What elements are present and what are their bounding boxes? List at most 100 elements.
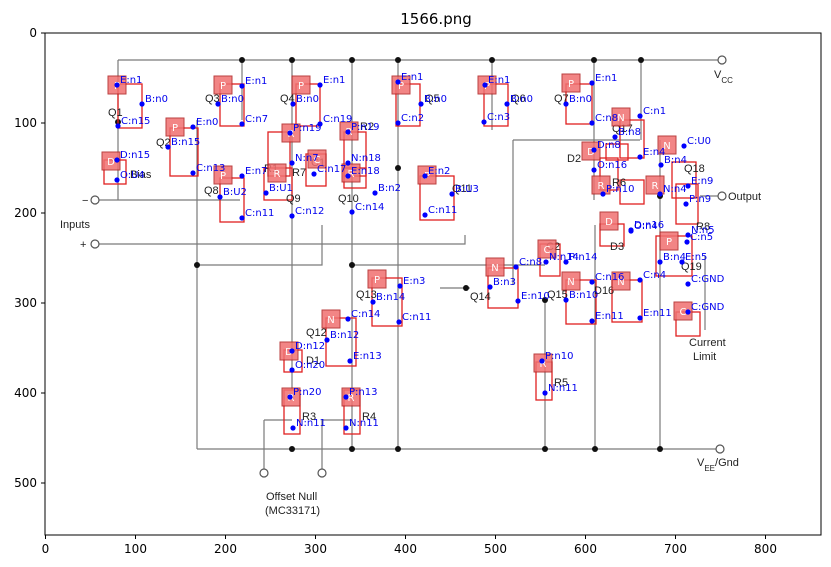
pin-annotation: N:n5: [691, 225, 715, 236]
x-tick-label: 400: [394, 542, 417, 556]
pin-annotation: E:n4: [643, 147, 665, 158]
pin-annotation: C:n19: [323, 114, 352, 125]
circuit-label-q13: Q13: [356, 289, 377, 301]
pin-annotation: P:n14: [569, 252, 597, 263]
pin-dot: [487, 284, 493, 290]
circuit-label-inputs: Inputs: [60, 219, 90, 231]
pin-dot: [395, 120, 401, 126]
pin-annotation: D:n16: [634, 220, 664, 231]
output-terminal: [717, 191, 727, 201]
chip-c-d3: [599, 211, 619, 231]
circuit-label-q18: Q18: [684, 163, 705, 175]
circuit-label-cl1: Current: [689, 337, 726, 349]
pin-dot: [542, 390, 548, 396]
pin-dot: [289, 367, 295, 373]
pin-annotation: O:n20: [295, 360, 325, 371]
pin-dot: [685, 309, 691, 315]
component-box: [605, 143, 629, 161]
chip-c-c1: [307, 149, 327, 169]
pin-annotation: C:n1: [643, 106, 666, 117]
pin-dot: [289, 213, 295, 219]
pin-dot: [349, 209, 355, 215]
pin-annotation: N:n11: [548, 383, 578, 394]
pin-annotation: C:n13: [196, 163, 225, 174]
chip-c-d1: [279, 341, 299, 361]
pin-dot: [658, 162, 664, 168]
pin-dot: [589, 279, 595, 285]
pin-dot: [114, 177, 120, 183]
pin-annotation: C:n12: [295, 206, 324, 217]
circuit-label-r7: R7: [292, 167, 306, 179]
chip-letter: R: [348, 169, 355, 180]
pin-dot: [515, 298, 521, 304]
pin-annotation: C:GND: [691, 274, 725, 285]
circuit-label-d2: D2: [567, 153, 581, 165]
pin-dot: [317, 82, 323, 88]
y-tick-label: 200: [14, 206, 37, 220]
pin-annotation: B:n0: [424, 94, 447, 105]
pin-dot: [637, 113, 643, 119]
chip-letter: P: [172, 123, 178, 134]
pin-dot: [345, 316, 351, 322]
pin-annotation: E:n1: [595, 73, 617, 84]
pin-dot: [591, 167, 597, 173]
chip-letter: P: [666, 237, 672, 248]
pin-annotation: E:n2: [428, 166, 450, 177]
pin-dot: [589, 318, 595, 324]
x-tick-label: 800: [754, 542, 777, 556]
pin-annotations: E:n1B:n0C:n15 E:n0B:n15C:n13D:n15O:U4E:n1…: [114, 72, 725, 431]
pin-annotation: C:n11: [402, 312, 431, 323]
pin-dot: [345, 173, 351, 179]
pin-dot: [343, 425, 349, 431]
pin-dot: [347, 358, 353, 364]
pin-annotation: B:n4: [663, 252, 686, 263]
circuit-label-vee: VEE/Gnd: [697, 457, 739, 473]
chip-letter: C: [314, 155, 321, 166]
chip-c-q4: [291, 75, 311, 95]
pin-annotation: C:n14: [351, 309, 380, 320]
pin-annotation: B:n0: [569, 94, 592, 105]
chip-c-r4: [341, 387, 361, 407]
pin-annotation: E:n9: [691, 176, 713, 187]
pin-dot: [289, 348, 295, 354]
circuit-label-output: Output: [728, 191, 761, 203]
chip-letter: P: [374, 275, 380, 286]
pin-annotation: B:n12: [330, 330, 359, 341]
x-tick-label: 600: [574, 542, 597, 556]
pin-dot: [482, 82, 488, 88]
circuit-label-q11: Q11: [452, 183, 472, 195]
circuit-label-q6: Q6: [511, 93, 526, 105]
chip-letter: D: [587, 147, 595, 158]
pin-annotation: E:n1: [120, 75, 142, 86]
circuit-label-q5: Q5: [425, 93, 440, 105]
circuit-label-q19: Q19: [681, 261, 702, 273]
pin-annotation: E:n7: [245, 166, 267, 177]
pin-annotation: B:n3: [493, 277, 516, 288]
chip-c-q14: [485, 257, 505, 277]
component-box: [671, 161, 697, 199]
chip-letter: R: [348, 393, 355, 404]
circuit-label-on1: Offset Null: [266, 491, 317, 503]
circuit-label-q4: Q4: [280, 93, 295, 105]
pin-annotation: C:n15: [121, 116, 150, 127]
pin-dot: [345, 129, 351, 135]
pin-annotation: E:n0: [196, 117, 218, 128]
y-tick-label: 400: [14, 386, 37, 400]
y-tick-label: 100: [14, 116, 37, 130]
pin-annotation: E:n10: [521, 291, 550, 302]
circuit-label-minus: −: [82, 195, 88, 207]
chip-letter: D: [107, 157, 115, 168]
x-tick-label: 500: [484, 542, 507, 556]
pin-annotation: P:n13: [349, 387, 377, 398]
pin-dot: [449, 191, 455, 197]
pin-dot: [311, 171, 317, 177]
x-tick-label: 100: [124, 542, 147, 556]
pin-dot: [324, 337, 330, 343]
pin-annotation: B:U3: [455, 184, 479, 195]
pin-dot: [215, 101, 221, 107]
chip-letter: N: [491, 263, 498, 274]
pin-dot: [563, 297, 569, 303]
chip-letter: N: [567, 277, 574, 288]
